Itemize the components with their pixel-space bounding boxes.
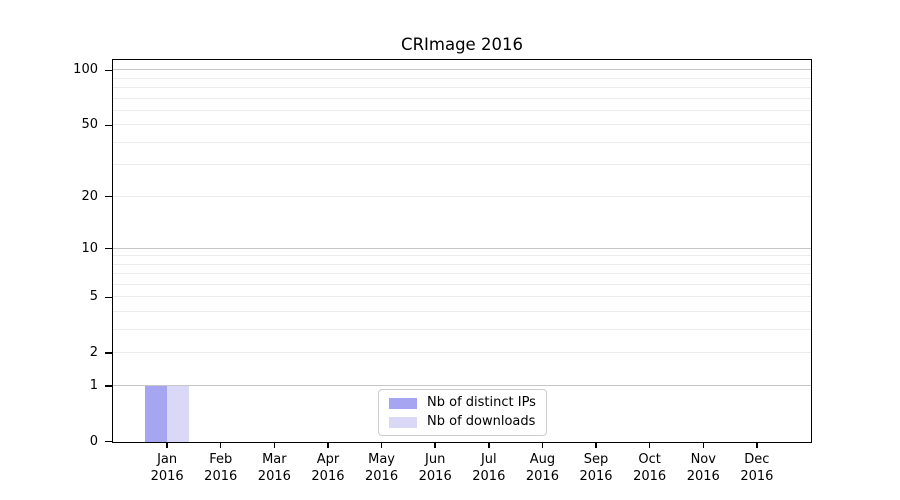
x-tick-month: Jun <box>425 452 446 467</box>
x-tick-year: 2016 <box>257 469 291 484</box>
x-tick-year: 2016 <box>686 469 720 484</box>
x-tick-label: Jun 2016 <box>403 451 467 485</box>
x-tick-month: Nov <box>690 452 716 467</box>
x-tick-label: Mar 2016 <box>242 451 306 485</box>
grid-line-minor <box>113 77 811 79</box>
plot-inner <box>113 60 811 442</box>
grid-line-minor <box>113 273 811 275</box>
x-tick-year: 2016 <box>150 469 184 484</box>
y-tick <box>105 124 112 127</box>
x-tick-month: May <box>368 452 395 467</box>
y-tick-label: 0 <box>89 433 98 449</box>
x-tick-label: Nov 2016 <box>671 451 735 485</box>
grid-line-minor <box>113 296 811 298</box>
legend-swatch <box>389 416 417 428</box>
y-tick <box>105 385 112 387</box>
x-tick <box>327 442 329 448</box>
x-tick <box>756 442 758 448</box>
legend-label: Nb of downloads <box>427 414 536 429</box>
x-tick-month: Oct <box>638 452 661 467</box>
grid-line-minor <box>113 141 811 143</box>
grid-line-minor <box>113 329 811 331</box>
legend-row: Nb of downloads <box>389 414 536 430</box>
x-tick-year: 2016 <box>204 469 238 484</box>
x-tick <box>541 442 544 448</box>
bar-downloads <box>166 386 189 442</box>
grid-line-minor <box>113 352 811 354</box>
x-tick-label: Sep 2016 <box>564 451 628 485</box>
y-tick <box>105 247 112 250</box>
grid-line-minor <box>113 97 811 99</box>
x-tick-month: Dec <box>744 452 770 467</box>
x-tick <box>595 442 597 448</box>
x-tick-month: Sep <box>583 452 609 467</box>
x-tick <box>380 442 383 448</box>
x-tick-label: Jul 2016 <box>457 451 521 485</box>
y-tick-label: 20 <box>81 188 98 204</box>
x-tick-month: Mar <box>262 452 287 467</box>
x-tick <box>166 442 168 448</box>
x-tick-year: 2016 <box>525 469 559 484</box>
x-tick-year: 2016 <box>365 469 399 484</box>
grid-line-major <box>113 384 811 386</box>
grid-line-major <box>113 69 811 71</box>
x-tick-label: Feb 2016 <box>189 451 253 485</box>
y-tick <box>105 69 112 72</box>
y-tick-label: 50 <box>81 117 98 133</box>
x-tick-year: 2016 <box>740 469 774 484</box>
grid-line-minor <box>113 311 811 313</box>
grid-line-minor <box>113 195 811 197</box>
y-tick-label: 10 <box>81 240 98 256</box>
x-tick <box>488 442 490 448</box>
x-tick <box>702 442 705 448</box>
y-tick-label: 2 <box>89 345 98 361</box>
x-tick-year: 2016 <box>579 469 613 484</box>
plot-area <box>112 59 812 443</box>
x-tick-year: 2016 <box>633 469 667 484</box>
x-tick-label: Jan 2016 <box>135 451 199 485</box>
grid-line-major <box>113 247 811 249</box>
x-tick-month: Apr <box>316 452 340 467</box>
x-tick-year: 2016 <box>418 469 452 484</box>
legend-swatch <box>389 397 417 409</box>
y-tick-label: 100 <box>73 62 98 78</box>
x-tick-label: Aug 2016 <box>510 451 574 485</box>
legend-label: Nb of distinct IPs <box>427 395 536 410</box>
grid-line-minor <box>113 124 811 126</box>
x-tick-month: Jan <box>157 452 178 467</box>
y-tick-label: 1 <box>89 377 98 393</box>
grid-line-minor <box>113 164 811 166</box>
x-tick <box>434 442 436 448</box>
x-tick-month: Aug <box>529 452 556 467</box>
x-tick-label: Oct 2016 <box>618 451 682 485</box>
x-tick <box>219 442 222 448</box>
bar-distinct-ips <box>144 386 167 442</box>
grid-line-minor <box>113 109 811 111</box>
y-tick <box>105 440 112 443</box>
x-tick <box>648 442 651 448</box>
y-tick <box>105 352 112 354</box>
x-tick-year: 2016 <box>311 469 345 484</box>
x-tick-year: 2016 <box>472 469 506 484</box>
x-tick <box>273 442 276 448</box>
x-tick-month: Feb <box>209 452 233 467</box>
y-tick <box>105 296 112 299</box>
grid-line-minor <box>113 263 811 265</box>
x-tick-month: Jul <box>480 452 497 467</box>
x-tick-label: Dec 2016 <box>725 451 789 485</box>
x-tick-label: Apr 2016 <box>296 451 360 485</box>
chart-title: CRImage 2016 <box>401 35 523 54</box>
y-tick-label: 5 <box>89 289 98 305</box>
grid-line-minor <box>113 255 811 257</box>
x-tick-label: May 2016 <box>350 451 414 485</box>
legend-row: Nb of distinct IPs <box>389 395 536 411</box>
legend: Nb of distinct IPs Nb of downloads <box>378 389 547 436</box>
grid-line-minor <box>113 87 811 89</box>
grid-line-minor <box>113 284 811 286</box>
y-tick <box>105 195 112 198</box>
